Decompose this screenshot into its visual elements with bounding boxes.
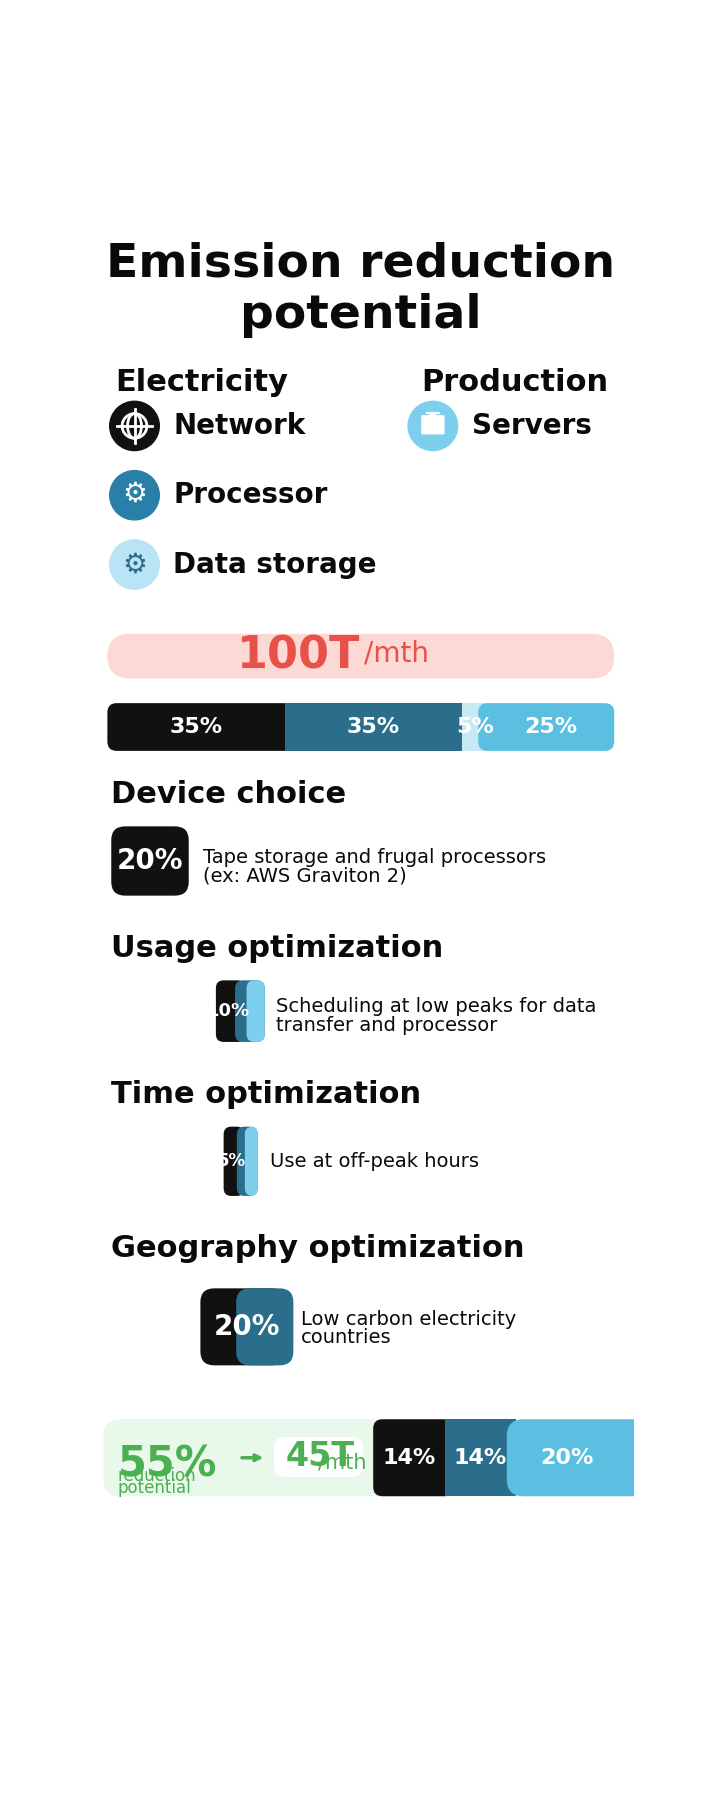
Text: 20%: 20% <box>541 1448 593 1468</box>
Text: /mth: /mth <box>318 1452 367 1472</box>
Text: Device choice: Device choice <box>111 779 346 809</box>
FancyBboxPatch shape <box>216 981 246 1041</box>
Text: ⚙: ⚙ <box>122 480 147 507</box>
Circle shape <box>408 402 458 451</box>
Text: Servers: Servers <box>472 412 591 440</box>
Circle shape <box>110 402 159 451</box>
Text: Processor: Processor <box>173 482 327 509</box>
FancyBboxPatch shape <box>246 981 265 1041</box>
FancyBboxPatch shape <box>201 1288 286 1365</box>
Text: Use at off-peak hours: Use at off-peak hours <box>270 1152 479 1170</box>
FancyBboxPatch shape <box>237 1127 258 1196</box>
Bar <box>285 703 462 750</box>
Circle shape <box>110 540 159 589</box>
Text: reduction: reduction <box>118 1466 196 1484</box>
Text: 20%: 20% <box>117 847 183 876</box>
Text: Tape storage and frugal processors: Tape storage and frugal processors <box>203 849 546 867</box>
Text: ⚙: ⚙ <box>122 551 147 578</box>
Text: 35%: 35% <box>347 718 400 738</box>
FancyBboxPatch shape <box>245 1127 258 1196</box>
FancyBboxPatch shape <box>274 1437 363 1477</box>
Text: Time optimization: Time optimization <box>111 1081 422 1110</box>
FancyBboxPatch shape <box>224 1127 244 1196</box>
Text: 5%: 5% <box>218 1152 246 1170</box>
Text: 55%: 55% <box>118 1445 217 1486</box>
Text: Usage optimization: Usage optimization <box>111 934 444 963</box>
Text: Network: Network <box>173 412 306 440</box>
Text: 20%: 20% <box>213 1314 280 1341</box>
FancyBboxPatch shape <box>108 634 614 678</box>
Text: 10%: 10% <box>207 1003 250 1019</box>
Text: Scheduling at low peaks for data: Scheduling at low peaks for data <box>275 998 596 1016</box>
Text: 14%: 14% <box>453 1448 507 1468</box>
Text: Low carbon electricity: Low carbon electricity <box>301 1310 516 1328</box>
Text: Electricity: Electricity <box>115 369 288 398</box>
Text: Emission reduction
potential: Emission reduction potential <box>106 242 615 338</box>
Text: (ex: AWS Graviton 2): (ex: AWS Graviton 2) <box>203 867 406 885</box>
Text: transfer and processor: transfer and processor <box>275 1016 497 1034</box>
Text: 5%: 5% <box>456 718 494 738</box>
Text: countries: countries <box>301 1328 391 1348</box>
FancyBboxPatch shape <box>507 1419 704 1495</box>
Text: /mth: /mth <box>364 640 429 669</box>
FancyBboxPatch shape <box>111 827 189 896</box>
FancyBboxPatch shape <box>421 427 444 434</box>
Bar <box>445 1419 516 1495</box>
Text: 45T: 45T <box>286 1441 355 1474</box>
Circle shape <box>110 471 159 520</box>
FancyBboxPatch shape <box>235 981 265 1041</box>
FancyBboxPatch shape <box>421 422 444 429</box>
FancyBboxPatch shape <box>421 414 444 422</box>
Text: 35%: 35% <box>170 718 222 738</box>
Text: Production: Production <box>421 369 608 398</box>
Text: potential: potential <box>118 1479 191 1497</box>
Text: 25%: 25% <box>524 718 577 738</box>
Text: 14%: 14% <box>382 1448 436 1468</box>
FancyBboxPatch shape <box>108 703 294 750</box>
FancyBboxPatch shape <box>236 1288 294 1365</box>
Text: Geography optimization: Geography optimization <box>111 1234 524 1263</box>
FancyBboxPatch shape <box>103 1419 618 1495</box>
Text: Data storage: Data storage <box>173 551 377 578</box>
Bar <box>462 703 487 750</box>
FancyBboxPatch shape <box>478 703 614 750</box>
Text: 100T: 100T <box>237 634 361 678</box>
Circle shape <box>429 412 436 420</box>
FancyBboxPatch shape <box>373 1419 454 1495</box>
